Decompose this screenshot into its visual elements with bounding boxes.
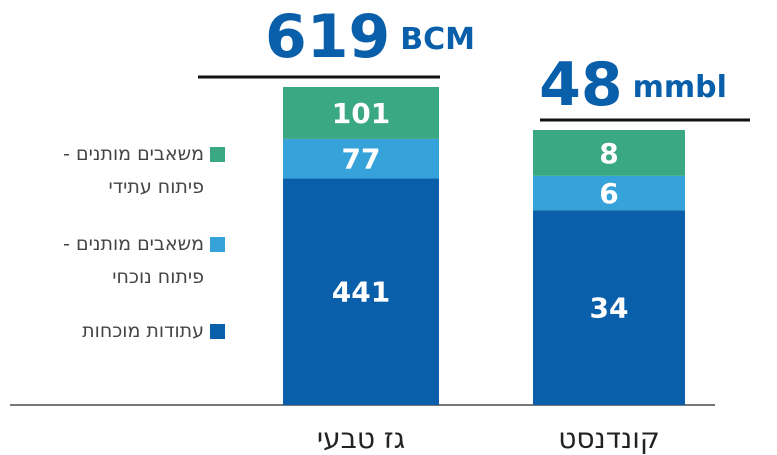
data-label: 6 xyxy=(599,177,618,210)
legend-swatch xyxy=(210,147,225,162)
bar-segment xyxy=(533,210,685,405)
data-label: 34 xyxy=(590,292,629,325)
legend-item: משאבים מותנים - פיתוח נוכחי xyxy=(0,228,225,294)
bar-segment xyxy=(283,138,439,179)
total-unit: BCM xyxy=(400,22,475,57)
legend-label: עתודות מוכחות xyxy=(82,320,204,342)
total-label: 48 mmbl xyxy=(539,50,727,120)
data-label: 101 xyxy=(332,97,390,130)
data-label: 8 xyxy=(599,137,618,170)
total-value: 48 xyxy=(539,50,623,120)
legend-label: משאבים מותנים - פיתוח עתידי xyxy=(63,143,204,198)
total-unit: mmbl xyxy=(633,70,727,105)
legend-swatch xyxy=(210,237,225,252)
data-label: 77 xyxy=(342,143,381,176)
x-tick-label: קונדנסט xyxy=(558,422,660,455)
total-value: 619 xyxy=(265,2,390,72)
bar-segment xyxy=(283,178,439,405)
legend-item: משאבים מותנים - פיתוח עתידי xyxy=(0,138,225,204)
legend-label: משאבים מותנים - פיתוח נוכחי xyxy=(63,233,204,288)
x-tick-label: גז טבעי xyxy=(317,422,405,455)
bar-segment xyxy=(533,130,685,176)
legend-swatch xyxy=(210,324,225,339)
bar-segment xyxy=(533,175,685,211)
legend-item: עתודות מוכחות xyxy=(0,315,225,348)
data-label: 441 xyxy=(332,276,390,309)
bar-segment xyxy=(283,87,439,139)
total-label: 619 BCM xyxy=(265,2,475,72)
